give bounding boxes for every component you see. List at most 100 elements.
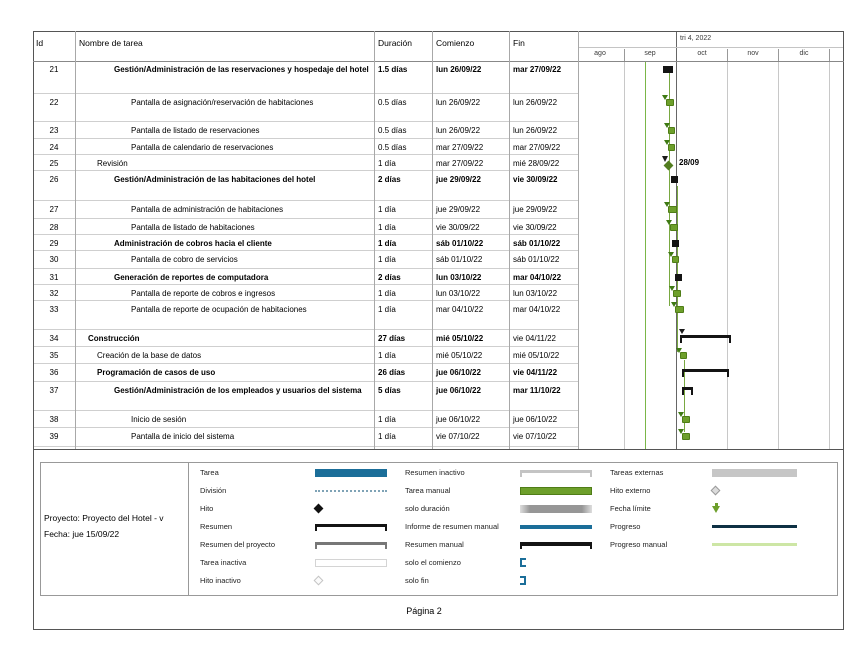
task-name-cell[interactable]: Pantalla de listado de habitaciones (131, 223, 255, 232)
table-row[interactable]: 23 Pantalla de listado de reservaciones 0.… (33, 122, 578, 139)
gantt-bar-task[interactable] (682, 416, 690, 423)
task-name-cell[interactable]: Pantalla de reporte de ocupación de habi… (131, 305, 307, 314)
task-name-cell[interactable]: Administración de cobros hacia el client… (114, 239, 272, 248)
task-start-cell[interactable]: mié 05/10/22 (436, 334, 484, 343)
task-end-cell[interactable]: mié 28/09/22 (513, 159, 560, 168)
table-row[interactable]: 21 Gestión/Administración de las reservac… (33, 61, 578, 94)
task-duration-cell[interactable]: 0.5 días (378, 126, 407, 135)
gantt-summary-bracket[interactable] (680, 335, 731, 343)
task-duration-cell[interactable]: 1 día (378, 351, 396, 360)
col-header-name[interactable]: Nombre de tarea (79, 38, 143, 48)
task-end-cell[interactable]: mar 04/10/22 (513, 273, 562, 282)
task-name-cell[interactable]: Gestión/Administración de las reservacio… (114, 65, 369, 74)
task-duration-cell[interactable]: 26 días (378, 368, 406, 377)
task-id-cell[interactable]: 31 (49, 273, 59, 282)
task-id-cell[interactable]: 39 (49, 432, 59, 441)
task-end-cell[interactable]: vie 07/10/22 (513, 432, 557, 441)
task-duration-cell[interactable]: 0.5 días (378, 143, 407, 152)
task-start-cell[interactable]: jue 06/10/22 (436, 368, 481, 377)
task-name-cell[interactable]: Gestión/Administración de las habitacion… (114, 175, 316, 184)
table-row[interactable]: 34 Construcción 27 días mié 05/10/22 vie 04/… (33, 330, 578, 347)
task-id-cell[interactable]: 32 (49, 289, 59, 298)
table-row[interactable]: 22 Pantalla de asignación/reservación de … (33, 94, 578, 122)
task-name-cell[interactable]: Pantalla de administración de habitacion… (131, 205, 284, 214)
gantt-bar-summary[interactable] (663, 66, 673, 73)
task-id-cell[interactable]: 21 (49, 65, 59, 74)
task-end-cell[interactable]: vie 04/11/22 (513, 368, 558, 377)
gantt-bar-task[interactable] (682, 433, 690, 440)
task-id-cell[interactable]: 30 (49, 255, 59, 264)
gantt-bar-task[interactable] (670, 224, 678, 231)
task-start-cell[interactable]: jue 29/09/22 (436, 175, 481, 184)
task-name-cell[interactable]: Gestión/Administración de los empleados … (114, 386, 362, 395)
task-start-cell[interactable]: vie 30/09/22 (436, 223, 480, 232)
table-row[interactable]: 38 Inicio de sesión 1 día jue 06/10/22 jue 0… (33, 411, 578, 428)
task-duration-cell[interactable]: 1 día (378, 205, 396, 214)
gantt-bar-task[interactable] (668, 127, 675, 134)
gantt-summary-bracket[interactable] (682, 387, 693, 395)
gantt-bar-task[interactable] (668, 206, 677, 213)
task-duration-cell[interactable]: 0.5 días (378, 98, 407, 107)
task-name-cell[interactable]: Pantalla de calendario de reservaciones (131, 143, 274, 152)
table-row[interactable]: 25 Revisión 1 día mar 27/09/22 mié 28/09/22 (33, 155, 578, 171)
task-start-cell[interactable]: lun 26/09/22 (436, 65, 482, 74)
table-row[interactable]: 30 Pantalla de cobro de servicios 1 día sáb… (33, 251, 578, 269)
task-end-cell[interactable]: vie 30/09/22 (513, 175, 558, 184)
task-duration-cell[interactable]: 2 días (378, 273, 401, 282)
task-start-cell[interactable]: mar 04/10/22 (436, 305, 484, 314)
col-header-duration[interactable]: Duración (378, 38, 413, 48)
table-row[interactable]: 31 Generación de reportes de computadora 2… (33, 269, 578, 285)
task-start-cell[interactable]: lun 03/10/22 (436, 289, 481, 298)
gantt-bar-task[interactable] (675, 306, 684, 313)
task-name-cell[interactable]: Inicio de sesión (131, 415, 187, 424)
task-name-cell[interactable]: Pantalla de inicio del sistema (131, 432, 235, 441)
task-id-cell[interactable]: 26 (49, 175, 59, 184)
table-row[interactable]: 29 Administración de cobros hacia el clie… (33, 235, 578, 251)
table-row[interactable]: 32 Pantalla de reporte de cobros e ingres… (33, 285, 578, 301)
task-id-cell[interactable]: 38 (49, 415, 59, 424)
task-duration-cell[interactable]: 2 días (378, 175, 401, 184)
task-start-cell[interactable]: mié 05/10/22 (436, 351, 483, 360)
task-start-cell[interactable]: lun 03/10/22 (436, 273, 482, 282)
task-name-cell[interactable]: Pantalla de cobro de servicios (131, 255, 238, 264)
task-end-cell[interactable]: mar 27/09/22 (513, 65, 562, 74)
table-row[interactable]: 28 Pantalla de listado de habitaciones 1 d… (33, 219, 578, 235)
task-start-cell[interactable]: sáb 01/10/22 (436, 255, 483, 264)
task-duration-cell[interactable]: 5 días (378, 386, 401, 395)
task-id-cell[interactable]: 29 (49, 239, 59, 248)
task-start-cell[interactable]: mar 27/09/22 (436, 143, 484, 152)
gantt-bar-summary[interactable] (671, 176, 678, 183)
task-id-cell[interactable]: 35 (49, 351, 59, 360)
task-end-cell[interactable]: vie 30/09/22 (513, 223, 557, 232)
gantt-bar-task[interactable] (668, 144, 675, 151)
table-row[interactable]: 36 Programación de casos de uso 26 días jue… (33, 364, 578, 382)
task-id-cell[interactable]: 28 (49, 223, 59, 232)
task-end-cell[interactable]: sáb 01/10/22 (513, 239, 561, 248)
table-row[interactable]: 39 Pantalla de inicio del sistema 1 día vie… (33, 428, 578, 447)
table-row[interactable]: 27 Pantalla de administración de habitaci… (33, 201, 578, 219)
task-name-cell[interactable]: Generación de reportes de computadora (114, 273, 269, 282)
task-end-cell[interactable]: lun 03/10/22 (513, 289, 558, 298)
task-id-cell[interactable]: 33 (49, 305, 59, 314)
task-name-cell[interactable]: Creación de la base de datos (97, 351, 202, 360)
table-row[interactable]: 33 Pantalla de reporte de ocupación de ha… (33, 301, 578, 330)
gantt-bar-task[interactable] (680, 352, 687, 359)
col-header-end[interactable]: Fin (513, 38, 525, 48)
gantt-bar-summary[interactable] (672, 240, 679, 247)
task-id-cell[interactable]: 25 (49, 159, 59, 168)
task-start-cell[interactable]: mar 27/09/22 (436, 159, 484, 168)
gantt-bar-task[interactable] (666, 99, 674, 106)
task-start-cell[interactable]: jue 06/10/22 (436, 415, 481, 424)
task-duration-cell[interactable]: 1 día (378, 432, 396, 441)
task-duration-cell[interactable]: 1 día (378, 289, 396, 298)
task-start-cell[interactable]: lun 26/09/22 (436, 98, 481, 107)
task-start-cell[interactable]: jue 06/10/22 (436, 386, 481, 395)
task-end-cell[interactable]: mar 27/09/22 (513, 143, 561, 152)
table-row[interactable]: 26 Gestión/Administración de las habitaci… (33, 171, 578, 201)
table-row[interactable]: 35 Creación de la base de datos 1 día mié 0… (33, 347, 578, 364)
gantt-bar-summary[interactable] (675, 274, 682, 281)
task-id-cell[interactable]: 24 (49, 143, 59, 152)
gantt-bar-task[interactable] (672, 256, 679, 263)
col-header-id[interactable]: Id (36, 38, 44, 48)
task-start-cell[interactable]: lun 26/09/22 (436, 126, 481, 135)
